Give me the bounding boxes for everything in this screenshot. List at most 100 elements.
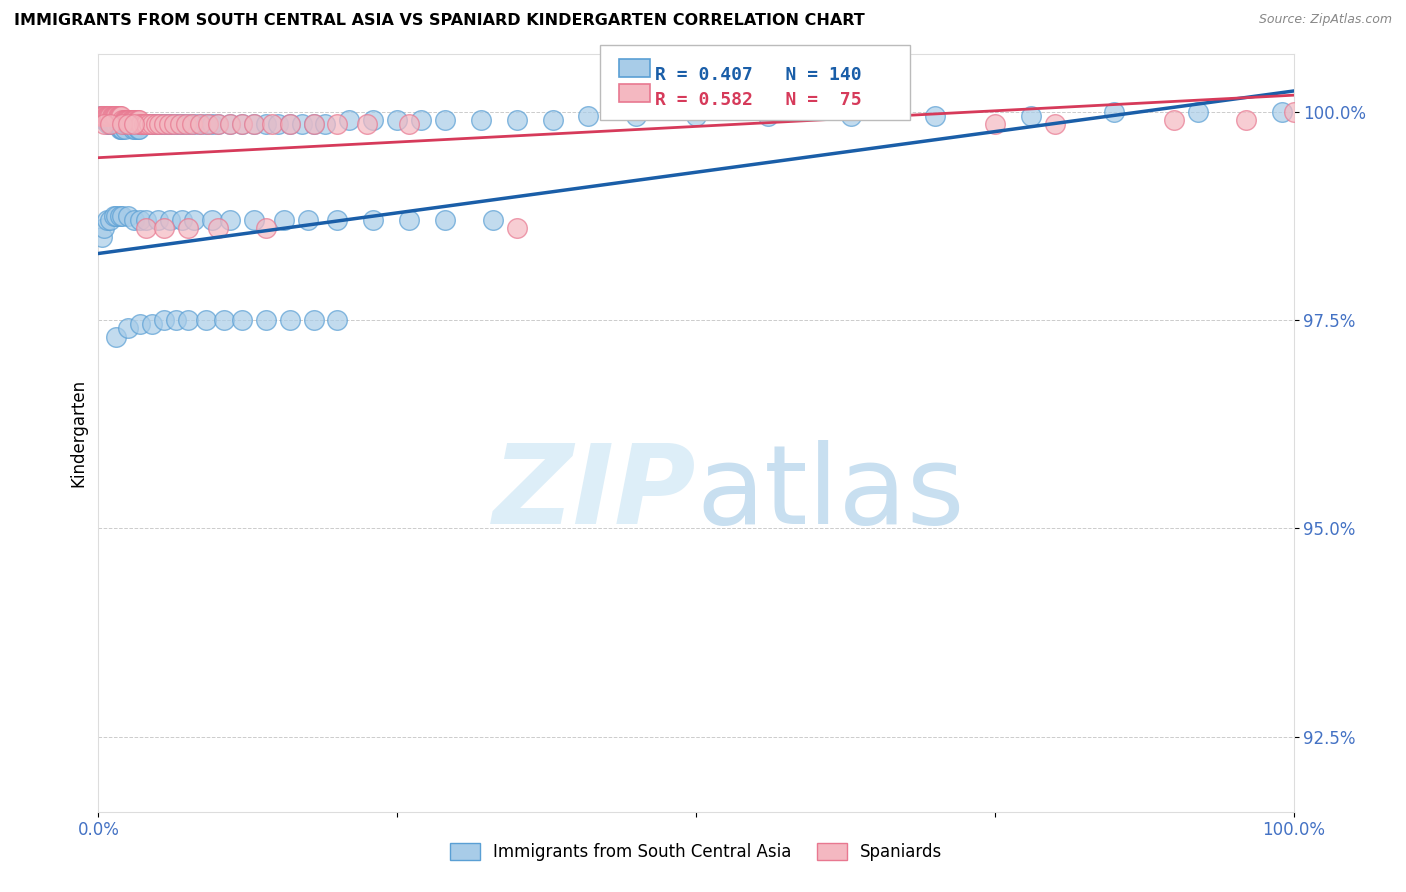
Text: Source: ZipAtlas.com: Source: ZipAtlas.com xyxy=(1258,13,1392,27)
Point xyxy=(188,117,211,131)
Point xyxy=(98,117,122,131)
Point xyxy=(93,109,115,123)
Point xyxy=(756,109,779,123)
Point xyxy=(132,117,155,131)
Point xyxy=(278,117,301,131)
Point xyxy=(118,113,141,128)
Point xyxy=(506,221,529,235)
Point xyxy=(91,109,114,123)
Point xyxy=(128,113,150,128)
Point xyxy=(96,113,118,128)
Point xyxy=(100,113,122,128)
Point xyxy=(1271,104,1294,119)
Point xyxy=(363,213,385,227)
Point xyxy=(135,117,157,131)
Point xyxy=(100,109,122,123)
Point xyxy=(124,117,146,131)
Point xyxy=(104,109,127,123)
Point xyxy=(356,117,378,131)
Point xyxy=(96,109,118,123)
Point xyxy=(434,213,457,227)
Point xyxy=(139,117,162,131)
Point xyxy=(278,313,301,327)
Point xyxy=(124,213,146,227)
Point xyxy=(124,113,146,128)
Point xyxy=(115,117,138,131)
Point xyxy=(183,117,205,131)
Point xyxy=(105,209,128,223)
Point xyxy=(541,113,564,128)
Point xyxy=(122,113,145,128)
Point xyxy=(243,117,266,131)
Point xyxy=(188,117,211,131)
Point xyxy=(108,121,131,136)
Point xyxy=(98,117,122,131)
Point xyxy=(201,117,224,131)
Point xyxy=(1234,113,1257,128)
Point xyxy=(124,113,146,128)
Point xyxy=(111,209,134,223)
Point xyxy=(219,213,242,227)
Point xyxy=(111,121,134,136)
Point xyxy=(143,117,166,131)
Point xyxy=(129,117,152,131)
Point xyxy=(97,109,120,123)
Point xyxy=(179,117,201,131)
Point xyxy=(339,113,361,128)
Point xyxy=(110,121,132,136)
Point xyxy=(131,117,153,131)
Point xyxy=(163,117,186,131)
Point xyxy=(135,221,157,235)
Point xyxy=(302,313,325,327)
Point xyxy=(121,117,143,131)
Point xyxy=(108,117,131,131)
Point xyxy=(98,113,121,128)
Point xyxy=(107,113,129,128)
Point xyxy=(315,117,337,131)
Point xyxy=(297,213,319,227)
Point xyxy=(685,109,707,123)
Point xyxy=(1019,109,1042,123)
Point xyxy=(114,113,136,128)
Point xyxy=(129,117,152,131)
Point xyxy=(117,321,139,335)
Point xyxy=(129,318,152,332)
Point xyxy=(385,113,409,128)
Point xyxy=(1163,113,1185,128)
Point xyxy=(91,109,114,123)
Point xyxy=(160,117,183,131)
Point xyxy=(121,113,143,128)
Point xyxy=(231,117,253,131)
Point xyxy=(141,117,163,131)
Point xyxy=(107,117,129,131)
Point xyxy=(101,109,124,123)
Point xyxy=(117,117,139,131)
Point xyxy=(177,313,200,327)
Point xyxy=(1043,117,1066,131)
Point xyxy=(122,121,145,136)
Point xyxy=(107,113,129,128)
Point xyxy=(172,213,194,227)
Point xyxy=(104,117,127,131)
Point xyxy=(124,121,146,136)
Y-axis label: Kindergarten: Kindergarten xyxy=(69,378,87,487)
Point xyxy=(195,313,218,327)
Point xyxy=(626,109,648,123)
Point xyxy=(94,109,117,123)
Point xyxy=(254,313,277,327)
Point xyxy=(267,117,290,131)
Point xyxy=(148,117,170,131)
Point xyxy=(135,213,157,227)
Point xyxy=(398,117,420,131)
Point xyxy=(183,213,205,227)
Point xyxy=(481,213,505,227)
Point xyxy=(114,117,136,131)
Point xyxy=(125,117,148,131)
Point xyxy=(105,330,128,344)
Point xyxy=(177,221,200,235)
Point xyxy=(984,117,1007,131)
Point xyxy=(98,213,122,227)
Point xyxy=(132,117,155,131)
Point xyxy=(149,117,172,131)
Point xyxy=(231,313,253,327)
